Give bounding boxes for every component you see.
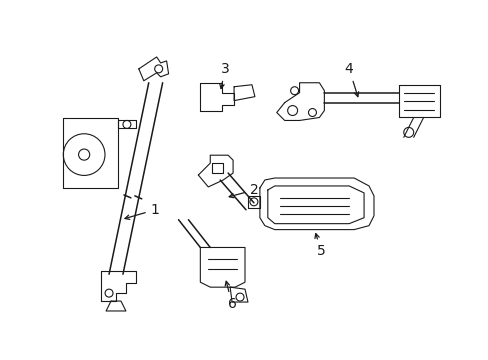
Text: 6: 6 — [224, 281, 236, 311]
Text: 2: 2 — [229, 183, 258, 198]
Text: 5: 5 — [314, 234, 325, 258]
Text: 1: 1 — [125, 203, 159, 220]
Text: 3: 3 — [219, 62, 229, 89]
Text: 4: 4 — [344, 62, 358, 96]
